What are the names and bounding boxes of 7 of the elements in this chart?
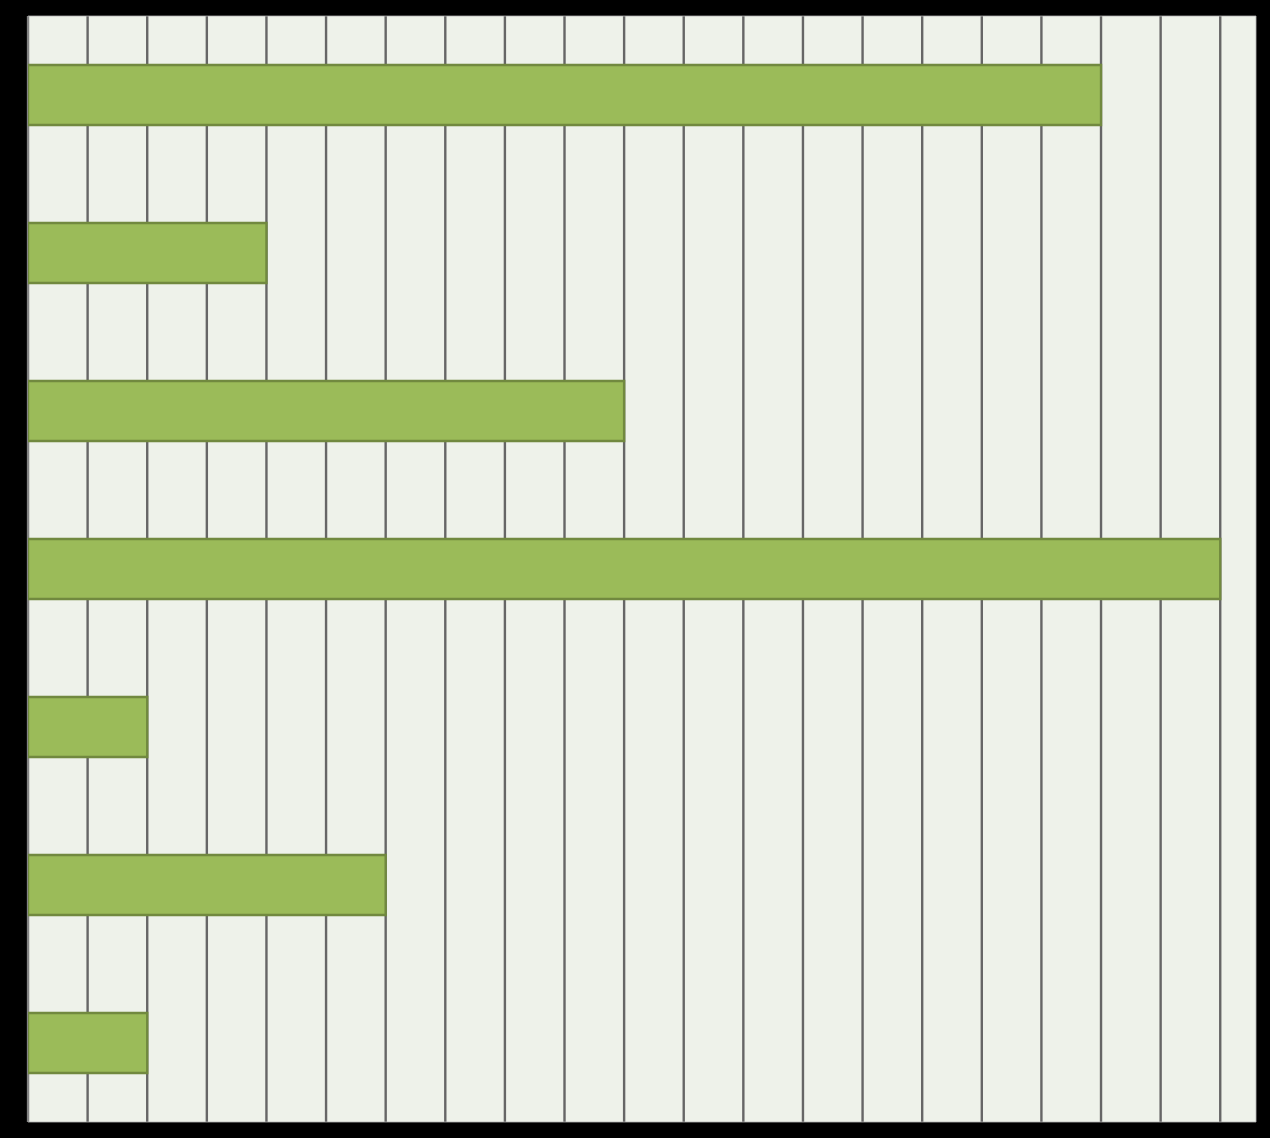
bar [28,1011,149,1075]
bar [28,853,387,917]
bar [28,537,1222,601]
bar [28,695,149,759]
bar [28,63,1103,127]
bar [28,379,626,443]
bar [28,221,268,285]
